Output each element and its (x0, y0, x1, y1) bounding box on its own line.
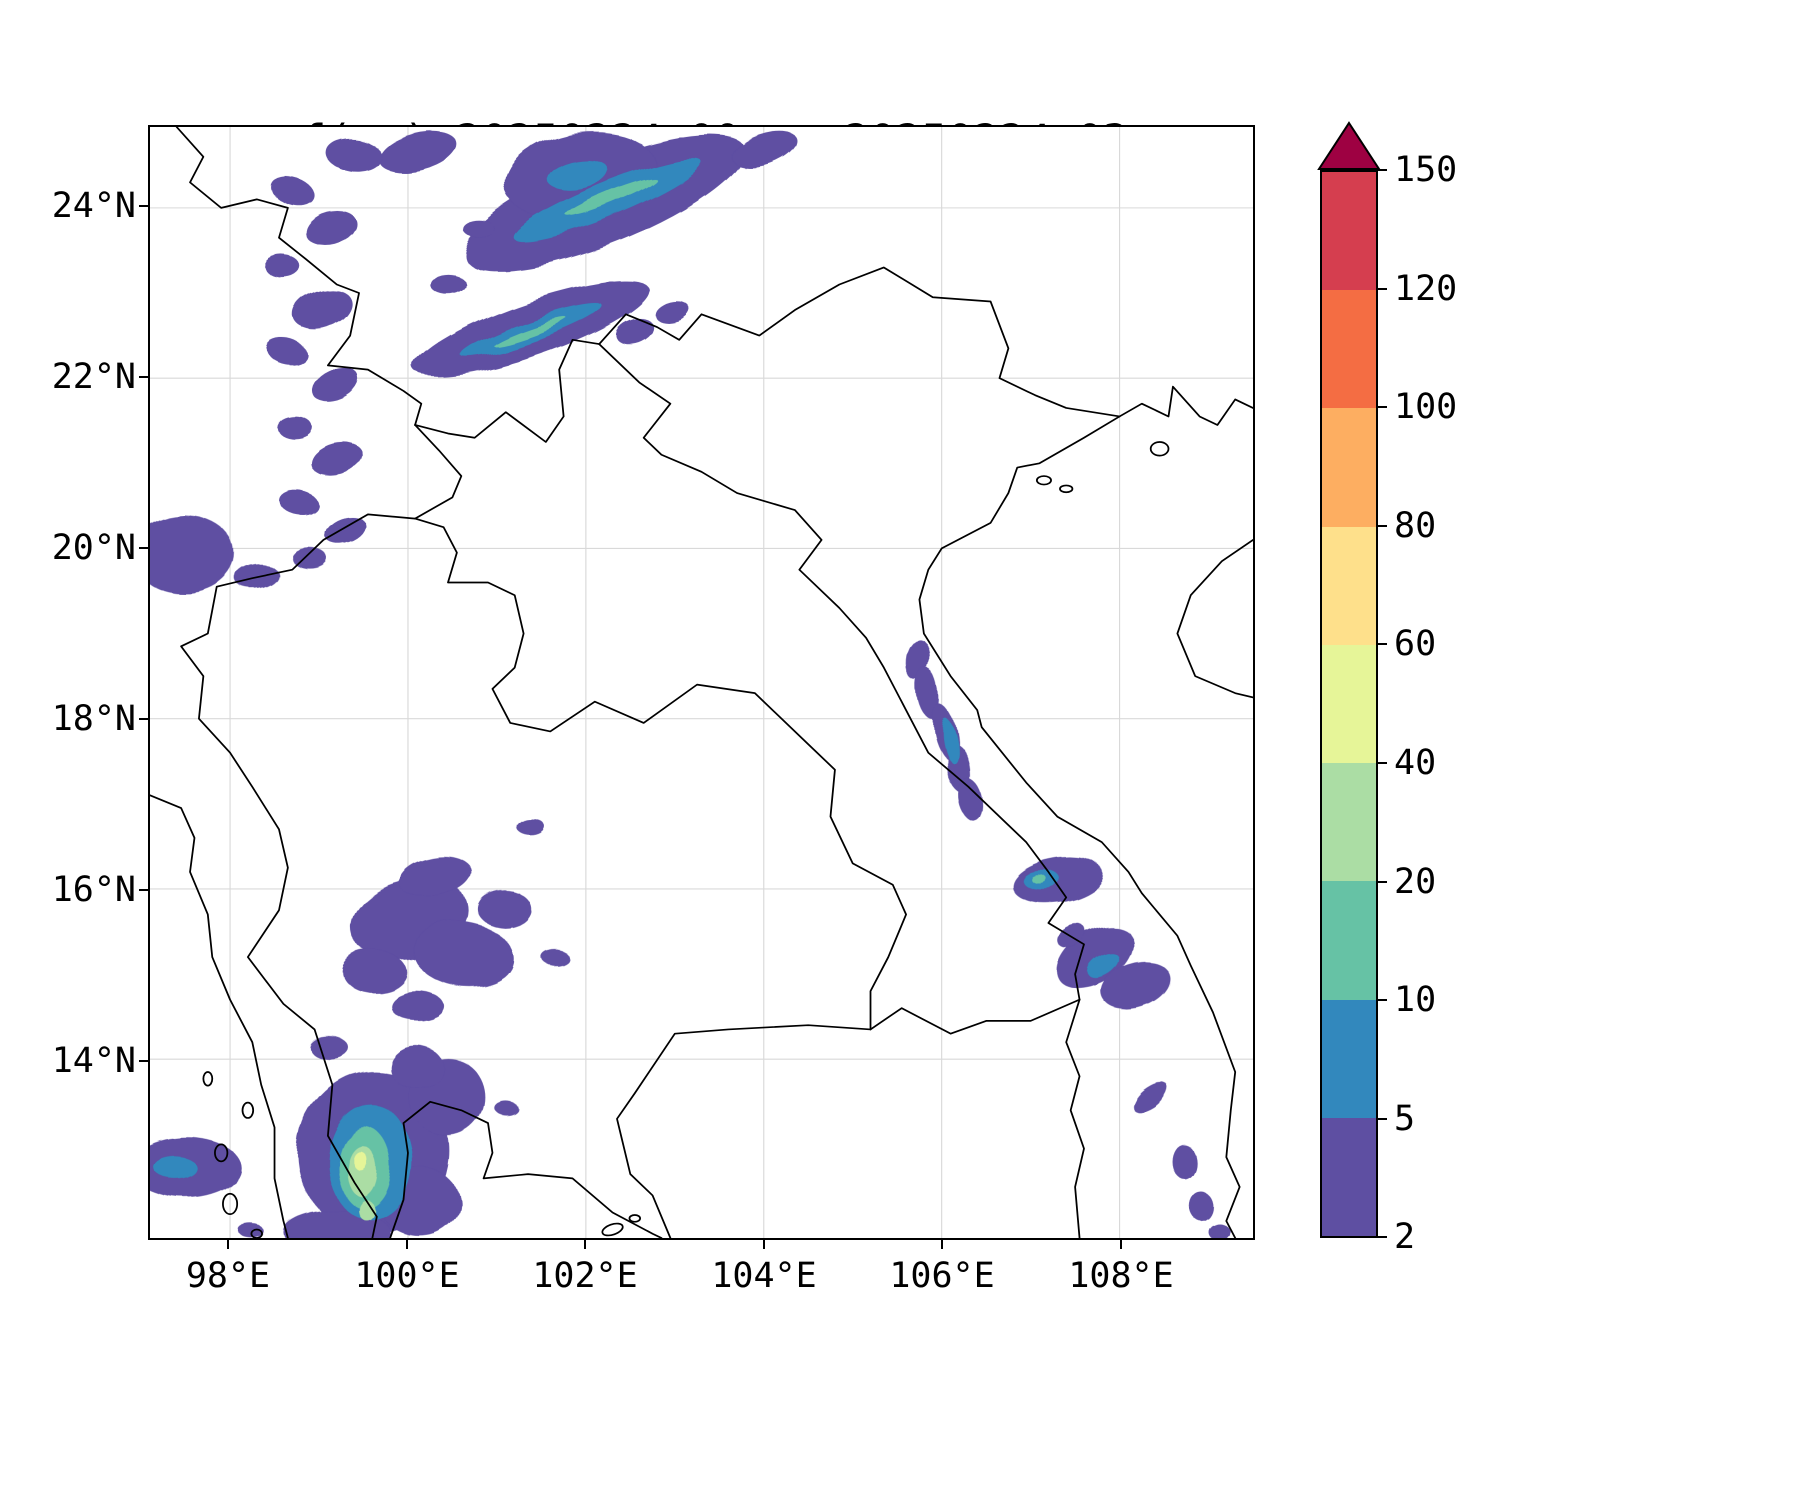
colorbar-tick-label: 150 (1394, 150, 1458, 190)
colorbar-extend-max-triangle (1317, 121, 1381, 170)
colorbar-tick-label: 120 (1394, 268, 1458, 309)
colorbar-tick-label: 100 (1394, 387, 1458, 428)
islands (202, 441, 1170, 1238)
colorbar-tick (1378, 524, 1387, 527)
x-axis-tick (227, 1240, 229, 1249)
y-tick-label-16n: 16°N (51, 870, 136, 910)
colorbar-tick (1378, 999, 1387, 1002)
colorbar-segment (1322, 763, 1376, 882)
x-tick-label-100e: 100°E (354, 1256, 460, 1296)
border-laos-cambodia (869, 998, 1081, 1035)
x-tick-label-108e: 108°E (1068, 1256, 1174, 1296)
coast-myanmar-andaman (150, 794, 289, 1238)
border-thailand-myanmar (180, 513, 416, 1238)
colorbar-segment (1322, 408, 1376, 527)
rainfall-band-40-60mm (352, 1151, 368, 1170)
y-axis-tick (139, 547, 148, 549)
colorbar-tick-label: 60 (1394, 624, 1437, 665)
border-cambodia-vietnam (1065, 998, 1085, 1238)
colorbar-tick-label: 40 (1394, 742, 1437, 783)
colorbar-tick (1378, 1236, 1387, 1239)
y-tick-label-18n: 18°N (51, 699, 136, 739)
colorbar-tick (1378, 643, 1387, 646)
colorbar-tick (1378, 287, 1387, 290)
map-plot-area (148, 125, 1255, 1240)
colorbar-tick-label: 10 (1394, 980, 1437, 1021)
y-axis-tick (139, 1060, 148, 1062)
x-axis-tick (584, 1240, 586, 1249)
border-china-laos (414, 338, 601, 443)
x-tick-label-98e: 98°E (185, 1256, 271, 1296)
x-tick-label-102e: 102°E (532, 1256, 638, 1296)
x-tick-label-104e: 104°E (711, 1256, 817, 1296)
rainfall-contour-layer (150, 130, 1230, 1238)
colorbar-segment (1322, 1117, 1376, 1236)
border-china-vietnam (598, 266, 1121, 418)
y-axis-tick (139, 718, 148, 720)
colorbar-tick (1378, 169, 1387, 171)
colorbar-tick (1378, 761, 1387, 764)
colorbar-tick-label: 20 (1394, 861, 1437, 902)
colorbar-segment (1322, 999, 1376, 1118)
colorbar-segment (1322, 172, 1376, 291)
colorbar (1320, 170, 1378, 1238)
border-thailand-cambodia (616, 1024, 872, 1238)
border-laos-vietnam (598, 343, 1085, 1001)
y-tick-label-24n: 24°N (51, 186, 136, 226)
map-svg (150, 127, 1253, 1238)
colorbar-tick-label: 80 (1394, 505, 1437, 546)
colorbar-tick (1378, 880, 1387, 883)
y-tick-label-20n: 20°N (51, 528, 136, 568)
x-axis-tick (941, 1240, 943, 1249)
rainfall-band-10-20mm (337, 179, 1047, 1209)
coast-china-guangxi (1118, 385, 1253, 426)
country-borders-coastlines (150, 127, 1253, 1238)
colorbar-segment (1322, 881, 1376, 1000)
colorbar-segment (1322, 290, 1376, 409)
rainfall-band-2-5mm (150, 130, 1230, 1238)
coast-gulf-of-thailand (389, 1100, 663, 1238)
colorbar-segment (1322, 526, 1376, 645)
y-axis-tick (139, 376, 148, 378)
x-axis-tick (763, 1240, 765, 1249)
x-axis-tick (406, 1240, 408, 1249)
y-tick-label-22n: 22°N (51, 357, 136, 397)
y-tick-label-14n: 14°N (51, 1041, 136, 1081)
y-axis-tick (139, 889, 148, 891)
colorbar-segment (1322, 644, 1376, 764)
border-thailand-laos (414, 517, 907, 1031)
y-axis-tick (139, 205, 148, 207)
border-myanmar-laos (414, 424, 463, 520)
x-axis-tick (1120, 1240, 1122, 1249)
colorbar-tick (1378, 1117, 1387, 1120)
coast-hainan (1176, 539, 1253, 699)
colorbar-tick-label: 2 (1394, 1217, 1416, 1258)
colorbar-tick (1378, 406, 1387, 409)
border-china-myanmar (175, 127, 423, 426)
colorbar-tick-label: 5 (1394, 1098, 1416, 1139)
x-tick-label-106e: 106°E (889, 1256, 995, 1296)
coast-vietnam (918, 415, 1241, 1238)
